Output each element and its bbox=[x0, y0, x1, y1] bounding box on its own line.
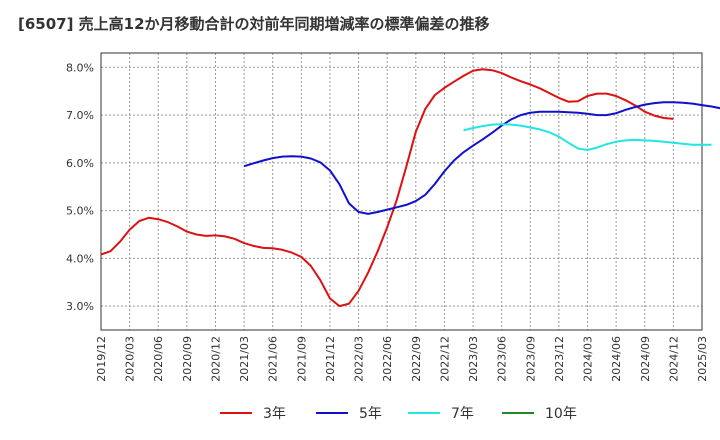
y-tick-label: 8.0% bbox=[66, 61, 94, 74]
x-tick-label: 2024/06 bbox=[610, 336, 623, 382]
series-lines bbox=[100, 68, 720, 308]
x-tick-label: 2023/03 bbox=[467, 336, 480, 382]
legend: 3年 5年 7年 10年 bbox=[220, 406, 577, 422]
legend-label: 7年 bbox=[451, 406, 474, 422]
legend-label: 10年 bbox=[545, 406, 577, 422]
x-tick-label: 2021/12 bbox=[324, 336, 337, 382]
x-axis: 2019/12 2020/03 2020/06 2020/09 2020/12 2021/… bbox=[95, 336, 709, 382]
x-tick-label: 2022/09 bbox=[410, 336, 423, 382]
x-tick-label: 2021/09 bbox=[295, 336, 308, 382]
x-tick-label: 2023/09 bbox=[524, 336, 537, 382]
grid bbox=[101, 53, 702, 330]
x-tick-label: 2020/09 bbox=[181, 336, 194, 382]
x-tick-label: 2023/06 bbox=[496, 336, 509, 382]
y-tick-label: 4.0% bbox=[66, 252, 94, 265]
series-line-7年 bbox=[463, 123, 712, 151]
x-tick-label: 2020/12 bbox=[209, 336, 222, 382]
x-tick-label: 2024/09 bbox=[639, 336, 652, 382]
x-tick-label: 2021/03 bbox=[238, 336, 251, 382]
legend-label: 3年 bbox=[263, 406, 286, 422]
y-tick-label: 3.0% bbox=[66, 300, 94, 313]
series-line-3年 bbox=[100, 68, 674, 308]
y-axis: 3.0% 4.0% 5.0% 6.0% 7.0% 8.0% bbox=[66, 61, 94, 313]
y-tick-label: 6.0% bbox=[66, 157, 94, 170]
x-tick-label: 2023/12 bbox=[553, 336, 566, 382]
series-line-5年 bbox=[243, 101, 720, 215]
x-tick-label: 2022/12 bbox=[438, 336, 451, 382]
x-tick-label: 2019/12 bbox=[95, 336, 108, 382]
y-tick-label: 7.0% bbox=[66, 109, 94, 122]
x-tick-label: 2025/03 bbox=[696, 336, 709, 382]
x-tick-label: 2020/03 bbox=[124, 336, 137, 382]
x-tick-label: 2024/12 bbox=[667, 336, 680, 382]
x-tick-label: 2022/03 bbox=[353, 336, 366, 382]
chart-title: [6507] 売上高12か月移動合計の対前年同期増減率の標準偏差の推移 bbox=[18, 15, 490, 33]
x-tick-label: 2022/06 bbox=[381, 336, 394, 382]
x-tick-label: 2024/03 bbox=[582, 336, 595, 382]
legend-label: 5年 bbox=[359, 406, 382, 422]
y-tick-label: 5.0% bbox=[66, 205, 94, 218]
x-tick-label: 2020/06 bbox=[152, 336, 165, 382]
x-tick-label: 2021/06 bbox=[267, 336, 280, 382]
plot-area bbox=[100, 52, 703, 331]
